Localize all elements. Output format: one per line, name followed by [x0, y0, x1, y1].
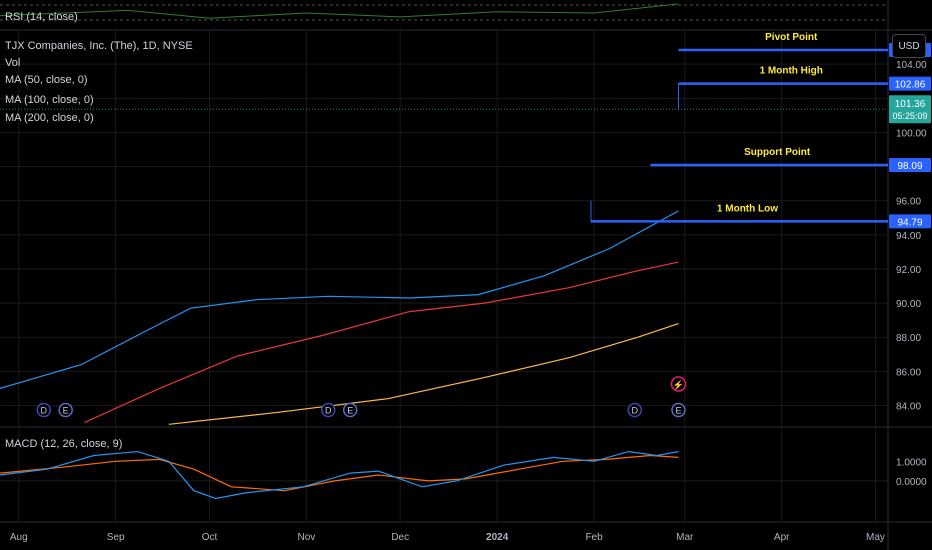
event-icon-letter: D [325, 406, 332, 416]
currency-button[interactable]: USD [892, 34, 926, 58]
price-tick-label: 100.00 [896, 128, 927, 139]
event-icon-letter: E [347, 406, 353, 416]
time-tick-label: Nov [298, 532, 316, 543]
macd-line [0, 450, 679, 500]
ma200-line [168, 323, 679, 425]
time-tick-label: Oct [202, 532, 218, 543]
event-icon-letter: D [631, 406, 638, 416]
ma200-legend-label[interactable]: MA (200, close, 0) [5, 112, 94, 124]
price-tick-label: 96.00 [896, 197, 921, 208]
upcoming-event-icon [670, 376, 687, 392]
dividend-icon [321, 402, 336, 418]
price-tick-label: 92.00 [896, 265, 921, 276]
time-tick-label: 2024 [486, 532, 509, 543]
earnings-icon [58, 402, 73, 418]
event-icon-letter: E [63, 406, 69, 416]
symbol-title[interactable]: TJX Companies, Inc. (The), 1D, NYSE [5, 40, 193, 52]
time-tick-label: May [866, 532, 885, 543]
price-tick-label: 94.00 [896, 231, 921, 242]
time-tick-label: Dec [391, 532, 409, 543]
ma100-line [84, 261, 679, 424]
time-tick-label: Feb [585, 532, 603, 543]
event-icon-letter: E [675, 406, 681, 416]
macd-legend-label[interactable]: MACD (12, 26, close, 9) [5, 438, 123, 450]
ma50-legend-label[interactable]: MA (50, close, 0) [5, 74, 88, 86]
rsi-legend-label[interactable]: RSI (14, close) [5, 11, 78, 23]
time-tick-label: Mar [676, 532, 694, 543]
time-tick-label: Sep [107, 532, 125, 543]
ma100-legend-label[interactable]: MA (100, close, 0) [5, 94, 94, 106]
level-name-label: 1 Month Low [717, 203, 778, 214]
lightning-icon: ⚡ [673, 379, 684, 391]
price-tick-label: 84.00 [896, 402, 921, 413]
earnings-icon [671, 402, 686, 418]
event-icon-letter: D [41, 406, 48, 416]
level-name-label: Pivot Point [765, 32, 818, 43]
price-tick-label: 90.00 [896, 299, 921, 310]
level-price-badge [889, 158, 931, 173]
earnings-icon [342, 402, 358, 418]
level-name-label: Support Point [744, 147, 811, 158]
level-price-badge [889, 214, 931, 229]
bar-countdown-label: 05:25:09 [892, 111, 927, 121]
price-tick-label: 86.00 [896, 367, 921, 378]
level-name-label: 1 Month High [760, 66, 823, 77]
level-price-label: 94.79 [897, 217, 922, 228]
price-tick-label: 88.00 [896, 333, 921, 344]
time-tick-label: Apr [774, 532, 790, 543]
last-price-label: 101.36 [895, 99, 926, 110]
ma50-line [0, 210, 679, 389]
volume-legend-label[interactable]: Vol [5, 57, 21, 69]
level-price-label: 102.86 [895, 80, 926, 91]
dividend-icon [627, 402, 642, 418]
macd-tick-label: 1.0000 [896, 457, 927, 468]
level-price-badge [889, 76, 931, 91]
dividend-icon [36, 402, 52, 418]
macd-signal-line [0, 454, 679, 492]
level-price-label: 98.09 [897, 161, 922, 172]
macd-tick-label: 0.0000 [896, 477, 927, 488]
price-tick-label: 104.00 [896, 60, 927, 71]
time-tick-label: Aug [10, 532, 28, 543]
rsi-line [0, 3, 679, 19]
last-price-badge [889, 95, 931, 124]
